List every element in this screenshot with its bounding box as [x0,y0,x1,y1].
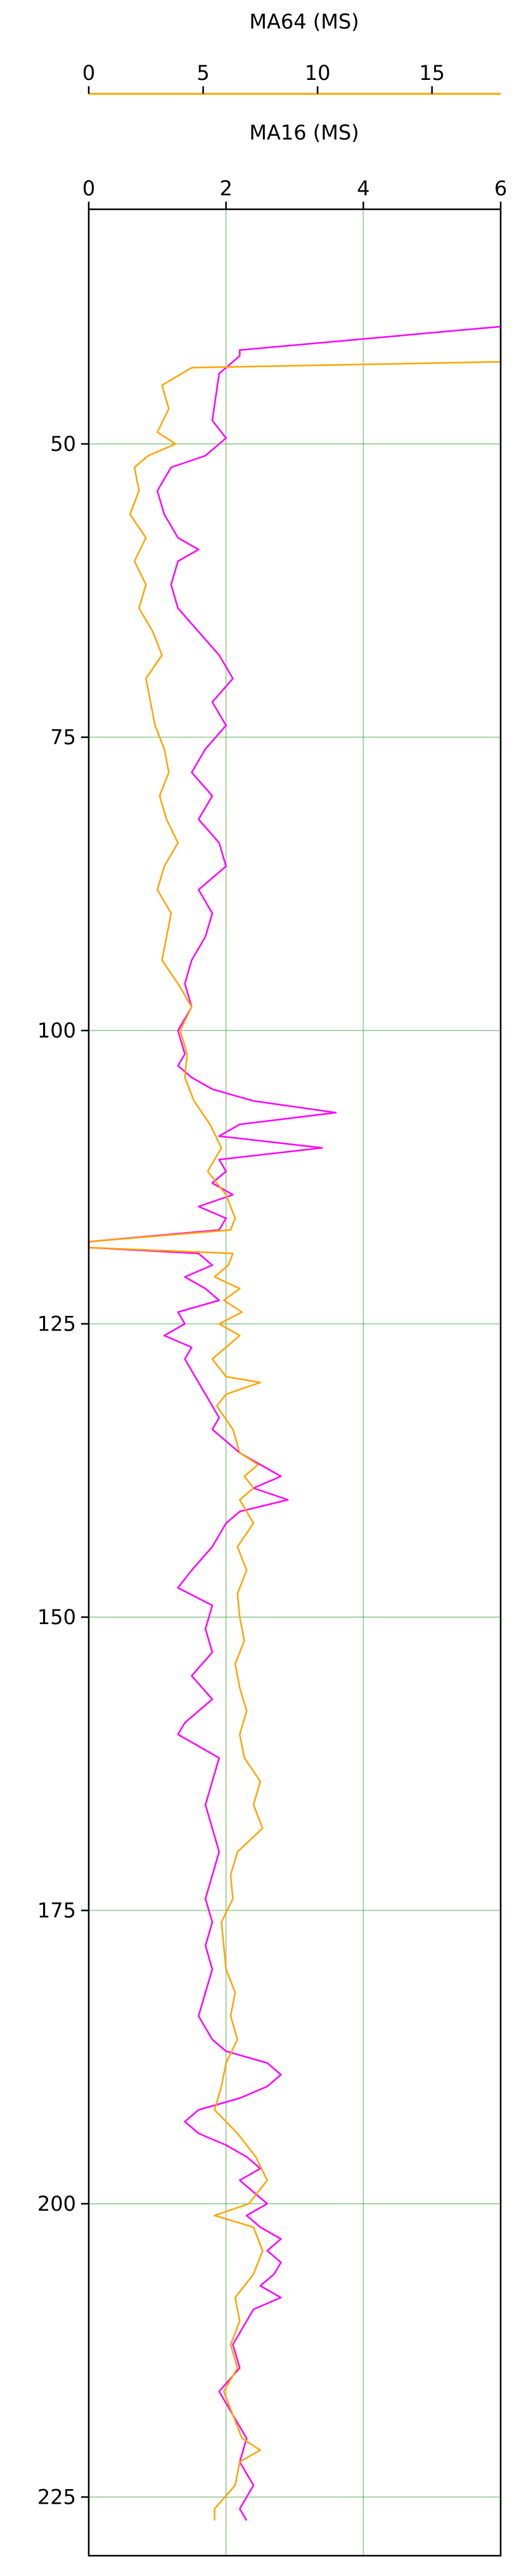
y-tick-label: 175 [37,1899,76,1923]
ma16-tick-label: 4 [357,176,369,200]
ma16-tick-label: 0 [82,176,95,200]
series-line-ma16 [87,325,501,2521]
y-tick-label: 200 [37,2192,76,2216]
ma64-tick-label: 5 [196,61,209,85]
y-tick-label: 125 [37,1312,76,1336]
ma64-tick-label: 0 [82,61,95,85]
plot-frame [87,208,502,2557]
y-tick-label: 150 [37,1605,76,1629]
y-tick-label: 100 [37,1018,76,1043]
series-line-ma64 [87,327,502,2521]
plot-border [87,208,502,2557]
ma16-axis-title: MA16 (MS) [249,120,359,145]
y-tick-label: 50 [50,432,76,456]
ma64-axis-title: MA64 (MS) [249,10,359,34]
y-tick-label: 225 [37,2485,76,2509]
ma16-tick-label: 6 [494,176,507,200]
y-tick-label: 75 [50,725,76,750]
ma16-tick-label: 2 [219,176,232,200]
series-layer [87,325,502,2521]
ma64-tick-label: 10 [305,61,331,85]
ma16-axis: MA16 (MS) 0 2 4 6 [82,120,507,209]
y-axis: 50 75 100 125 150 175 200 225 [37,432,89,2509]
ma64-tick-label: 15 [419,61,445,85]
grid-lines [88,209,501,2556]
ma64-axis: MA64 (MS) 0 5 10 15 [82,10,501,95]
